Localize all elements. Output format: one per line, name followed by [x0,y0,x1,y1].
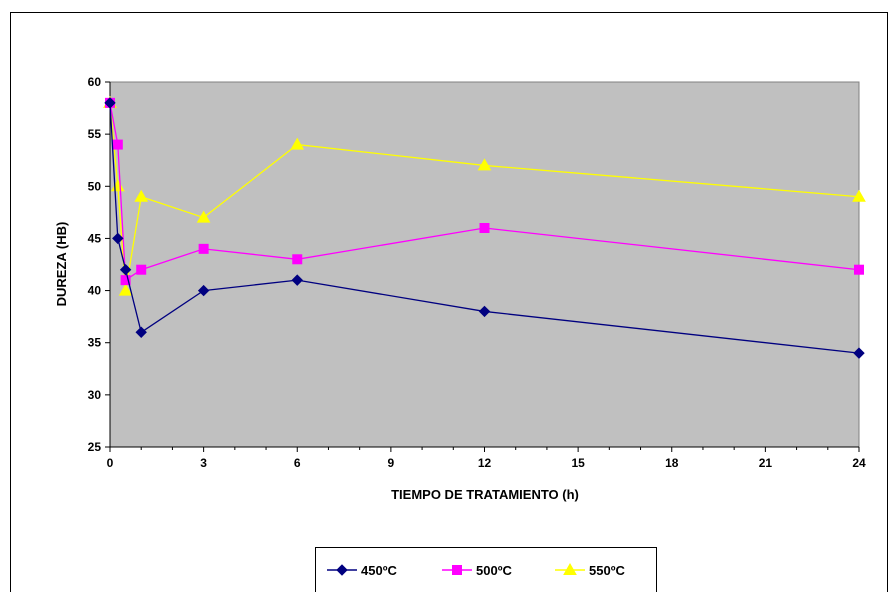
data-point [853,347,865,359]
legend-box [315,547,657,592]
legend-entry: 500ºC [442,563,512,578]
data-point [854,264,864,275]
x-tick-label: 0 [107,456,114,470]
x-tick-label: 12 [478,456,492,470]
x-tick-label: 3 [200,456,207,470]
legend-marker [336,564,348,576]
series-450ºC [104,97,865,359]
legend-label: 550ºC [589,563,625,578]
x-tick-label: 21 [759,456,773,470]
data-point [196,210,211,223]
legend-label: 450ºC [361,563,397,578]
x-tick-label: 24 [852,456,866,470]
y-tick-label: 30 [88,388,102,402]
axes: 25 30 35 40 45 50 55 60 0 3 6 9 12 15 18 21 24 [88,75,866,470]
legend: 450ºC 500ºC 550ºC [327,562,625,578]
data-point [120,275,131,286]
y-tick-label: 55 [88,127,102,141]
data-point [197,284,210,297]
data-point [112,139,123,150]
x-tick-label: 18 [665,456,679,470]
data-point [852,189,866,202]
x-tick-label: 9 [388,456,395,470]
legend-entry: 550ºC [555,562,625,578]
data-point [290,137,305,150]
data-point [118,283,133,296]
y-tick-label: 50 [88,179,102,193]
y-tick-label: 25 [88,440,102,454]
series-line [109,102,860,291]
x-tick-label: 6 [294,456,301,470]
series-500ºC [105,97,864,286]
data-point [477,158,492,171]
series-line [109,102,860,354]
data-point [119,264,132,276]
legend-label: 500ºC [476,563,512,578]
data-point [134,189,149,202]
x-axis-label: TIEMPO DE TRATAMIENTO (h) [391,487,579,502]
y-tick-label: 60 [88,75,102,89]
legend-marker [563,562,577,575]
series-layer [103,95,866,359]
data-point [479,223,490,233]
data-point [135,326,147,338]
series-line [109,102,860,282]
data-point [198,243,209,254]
data-point [478,305,491,318]
y-axis-label: DUREZA (HB) [54,222,69,307]
legend-entry: 450ºC [327,563,397,578]
data-point [136,264,147,275]
plot-area [109,81,860,448]
x-tick-label: 15 [571,456,585,470]
y-tick-label: 45 [88,231,102,245]
data-point [291,274,303,286]
data-point [112,232,124,245]
y-tick-label: 40 [88,284,102,298]
data-point [104,97,116,109]
legend-marker [452,565,462,575]
data-point [292,254,303,265]
series-550ºC [103,95,866,296]
y-tick-label: 35 [88,336,102,350]
